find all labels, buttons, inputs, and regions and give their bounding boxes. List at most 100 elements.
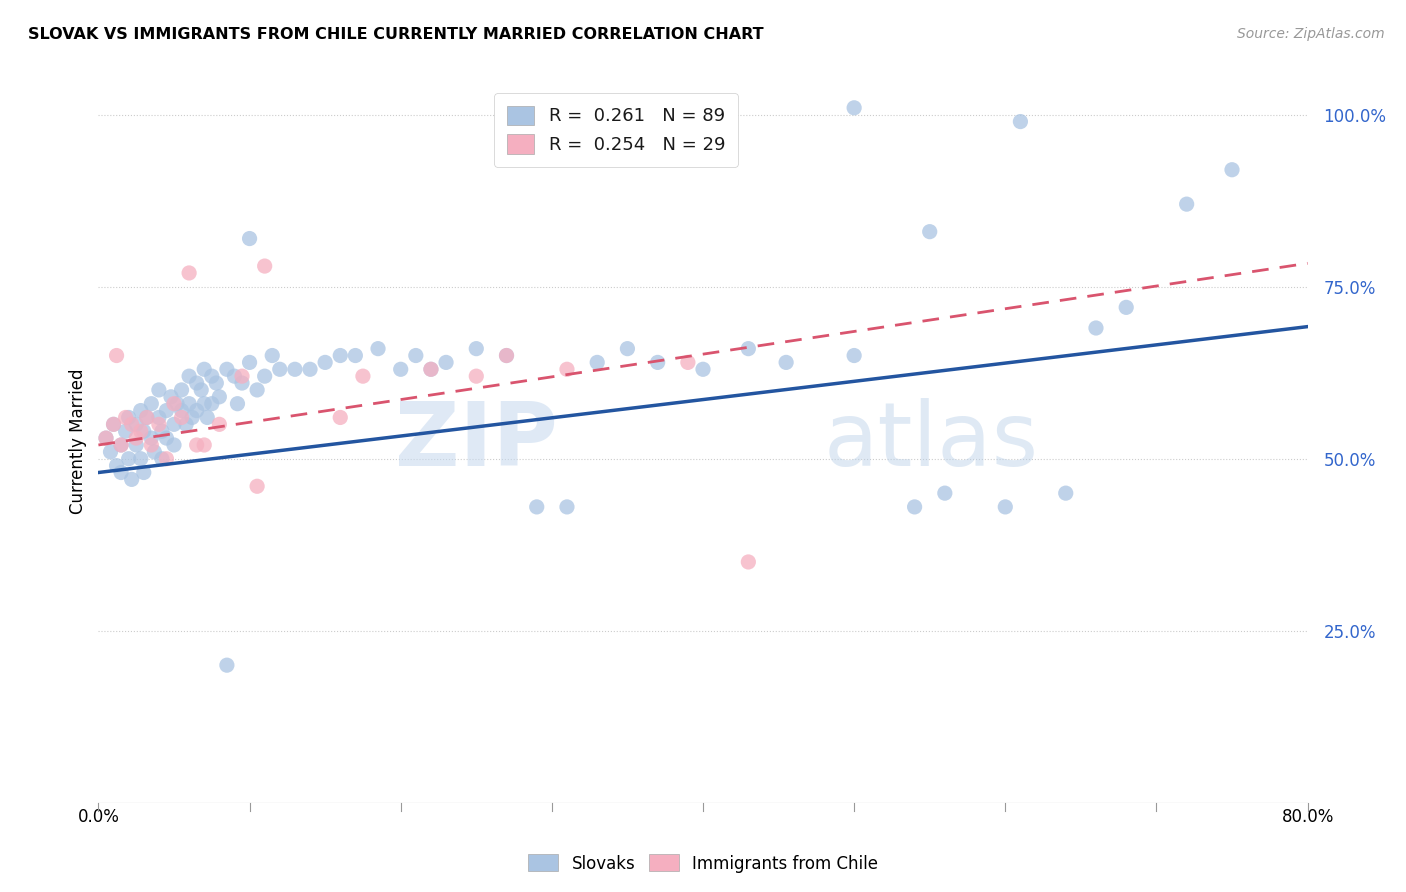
Point [141,431,163,445]
Point [616,342,638,356]
Point [186,376,208,390]
Point [205,376,228,390]
Point [193,362,215,376]
Point [844,349,866,363]
Point [166,397,188,411]
Point [148,410,170,425]
Point [329,410,352,425]
Legend: R =  0.261   N = 89, R =  0.254   N = 29: R = 0.261 N = 89, R = 0.254 N = 29 [495,93,738,167]
Point [647,355,669,369]
Point [775,355,797,369]
Point [132,424,155,438]
Point [253,259,276,273]
Point [129,403,152,417]
Point [118,410,141,425]
Point [94,431,117,445]
Point [208,390,231,404]
Point [1175,197,1198,211]
Point [262,349,284,363]
Point [246,479,269,493]
Point [155,451,177,466]
Point [195,410,218,425]
Point [163,417,186,432]
Point [844,101,866,115]
Point [586,355,609,369]
Point [239,355,262,369]
Point [299,362,322,376]
Point [100,445,122,459]
Point [269,362,291,376]
Point [692,362,714,376]
Point [179,266,201,280]
Point [215,658,238,673]
Point [1085,321,1108,335]
Point [170,410,193,425]
Point [105,349,128,363]
Point [110,466,132,480]
Point [125,417,148,432]
Point [231,376,253,390]
Point [179,397,201,411]
Point [174,417,197,432]
Point [352,369,374,384]
Point [163,438,186,452]
Point [114,410,136,425]
Point [994,500,1017,514]
Point [155,431,177,445]
Point [231,369,253,384]
Text: atlas: atlas [824,398,1039,485]
Point [129,451,152,466]
Point [555,500,578,514]
Point [737,342,759,356]
Point [367,342,389,356]
Point [125,438,148,452]
Point [155,403,177,417]
Point [143,445,166,459]
Point [201,397,224,411]
Point [125,431,148,445]
Point [239,231,262,245]
Legend: Slovaks, Immigrants from Chile: Slovaks, Immigrants from Chile [522,847,884,880]
Point [1115,301,1137,315]
Point [344,349,367,363]
Point [555,362,578,376]
Point [105,458,128,473]
Point [150,451,173,466]
Point [420,362,443,376]
Point [103,417,125,432]
Point [181,410,204,425]
Point [135,410,157,425]
Point [170,403,193,417]
Text: ZIP: ZIP [395,398,558,485]
Point [148,383,170,397]
Point [141,438,163,452]
Text: Source: ZipAtlas.com: Source: ZipAtlas.com [1237,27,1385,41]
Point [420,362,443,376]
Point [676,355,699,369]
Point [179,369,201,384]
Point [226,397,249,411]
Point [150,424,173,438]
Point [495,349,517,363]
Point [904,500,927,514]
Point [148,417,170,432]
Point [121,472,143,486]
Point [215,362,238,376]
Point [103,417,125,432]
Point [114,424,136,438]
Point [389,362,412,376]
Point [201,369,224,384]
Point [918,225,941,239]
Point [186,438,208,452]
Point [329,349,352,363]
Point [526,500,548,514]
Point [135,410,157,425]
Point [193,397,215,411]
Point [170,383,193,397]
Point [246,383,269,397]
Point [193,438,215,452]
Point [224,369,246,384]
Point [110,438,132,452]
Point [141,397,163,411]
Point [118,451,141,466]
